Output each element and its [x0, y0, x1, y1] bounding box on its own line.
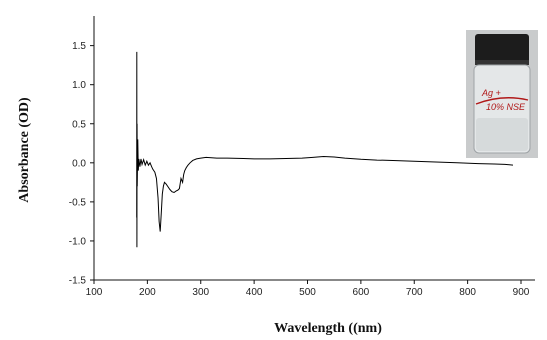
x-tick-label: 800 [459, 287, 476, 298]
x-tick-label: 300 [192, 287, 209, 298]
x-tick-label: 100 [86, 287, 103, 298]
vial-label-line1: Ag + [481, 88, 501, 98]
x-tick-label: 400 [246, 287, 263, 298]
x-axis-ticks: 100 200 300 400 500 600 700 800 900 [86, 280, 530, 298]
y-tick-label: -1.0 [69, 236, 87, 247]
y-tick-label: -0.5 [69, 197, 87, 208]
y-tick-label: -1.5 [69, 276, 87, 287]
y-axis-title: Absorbance (OD) [17, 97, 32, 203]
vial-cap-icon [475, 34, 529, 64]
y-tick-label: 1.5 [72, 41, 86, 52]
vial-liquid [476, 118, 528, 151]
x-tick-label: 900 [513, 287, 530, 298]
vial-label-line2: 10% NSE [486, 102, 526, 112]
absorbance-series-line [136, 51, 514, 248]
vial-cap-ridge [475, 60, 529, 65]
x-tick-label: 200 [139, 287, 156, 298]
y-tick-label: 0.5 [72, 119, 86, 130]
y-tick-label: 0.0 [72, 158, 86, 169]
y-tick-label: 1.0 [72, 80, 86, 91]
x-tick-label: 600 [353, 287, 370, 298]
y-axis-ticks: -1.5 -1.0 -0.5 0.0 0.5 1.0 1.5 [69, 41, 94, 287]
x-tick-label: 500 [299, 287, 316, 298]
x-tick-label: 700 [406, 287, 423, 298]
x-axis-title: Wavelength ((nm) [274, 321, 382, 336]
vial-photo-inset: Ag + 10% NSE [466, 30, 538, 158]
vial-label-ring [475, 97, 529, 105]
